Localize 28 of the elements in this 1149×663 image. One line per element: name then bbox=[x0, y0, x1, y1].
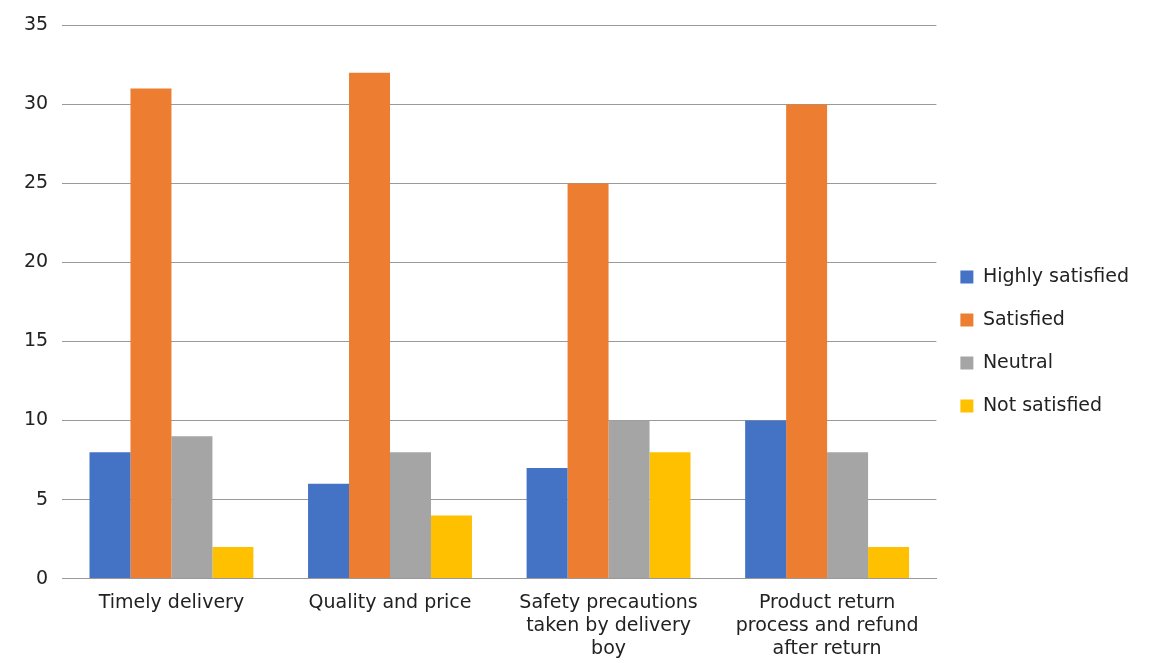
y-tick-label: 35 bbox=[23, 12, 49, 35]
legend-label: Neutral bbox=[982, 349, 1054, 372]
bar bbox=[130, 88, 172, 579]
bar bbox=[868, 546, 910, 579]
y-tick-label: 25 bbox=[23, 170, 49, 193]
y-tick-label: 15 bbox=[23, 328, 49, 351]
y-tick-label: 5 bbox=[36, 486, 49, 509]
bar bbox=[349, 72, 390, 579]
legend-label: Highly satisfied bbox=[982, 263, 1130, 286]
bar bbox=[567, 183, 609, 579]
y-tick-label: 20 bbox=[23, 249, 49, 272]
bar bbox=[649, 452, 691, 579]
bar bbox=[89, 452, 131, 579]
bar bbox=[745, 420, 787, 579]
x-tick-label: Product return process and refund after return bbox=[735, 589, 919, 658]
y-tick-label: 0 bbox=[36, 565, 49, 588]
x-tick-label: Timely delivery bbox=[97, 589, 245, 612]
bar bbox=[430, 515, 472, 579]
x-tick-label: Quality and price bbox=[308, 589, 472, 612]
legend-label: Satisfied bbox=[982, 306, 1065, 329]
y-tick-label: 30 bbox=[23, 91, 49, 114]
y-tick-label: 10 bbox=[23, 407, 49, 430]
bar bbox=[308, 483, 350, 579]
bar bbox=[212, 546, 254, 579]
legend-label: Not satisfied bbox=[982, 392, 1103, 415]
bar bbox=[786, 104, 828, 579]
x-tick-label: Safety precautions taken by delivery boy bbox=[519, 589, 698, 658]
bar bbox=[526, 467, 568, 579]
